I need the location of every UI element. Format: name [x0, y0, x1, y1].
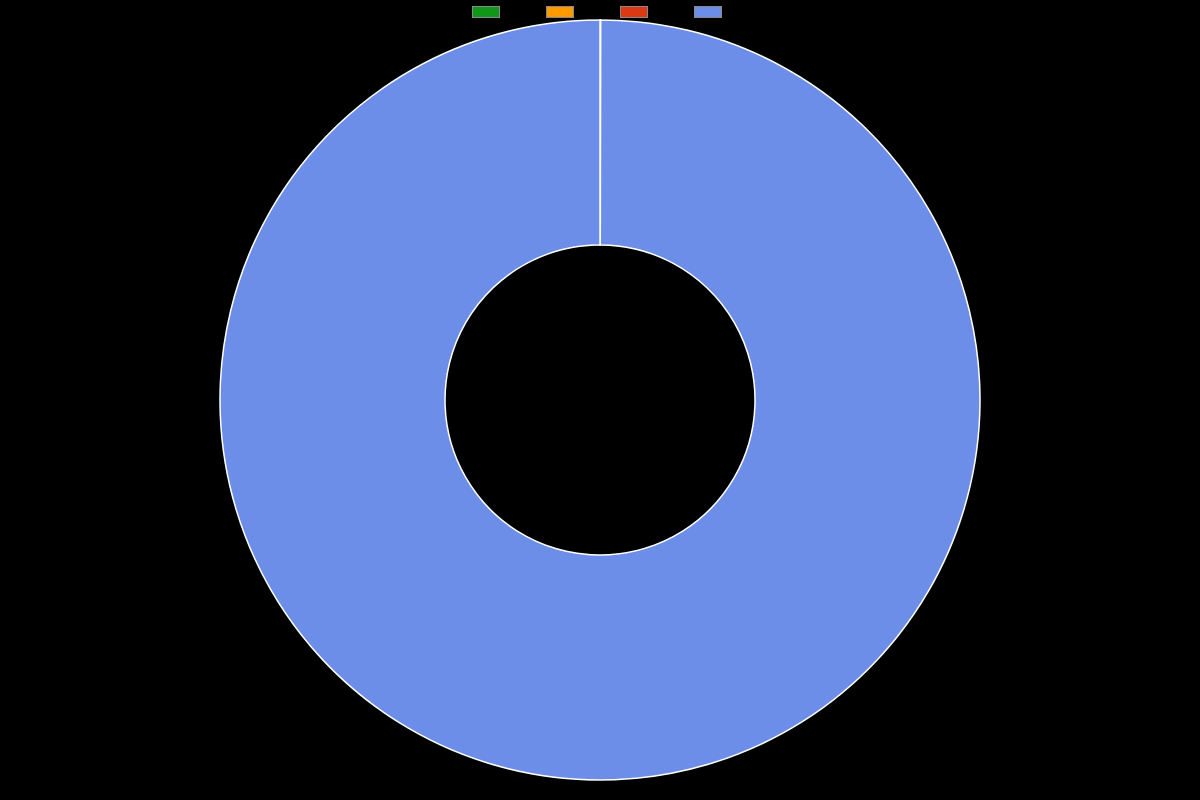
donut-chart: [218, 18, 982, 782]
donut-slice-3[interactable]: [220, 20, 980, 780]
legend-swatch-3: [694, 6, 722, 18]
legend-item-2[interactable]: [620, 6, 654, 18]
legend-swatch-1: [546, 6, 574, 18]
legend-swatch-0: [472, 6, 500, 18]
legend-item-3[interactable]: [694, 6, 728, 18]
chart-legend: [472, 6, 728, 18]
legend-swatch-2: [620, 6, 648, 18]
legend-item-1[interactable]: [546, 6, 580, 18]
legend-item-0[interactable]: [472, 6, 506, 18]
